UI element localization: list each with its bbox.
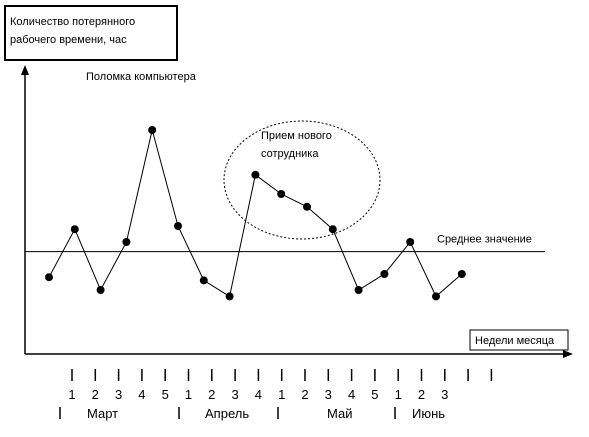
week-label: 2 [301,387,308,402]
x-axis-label-box: Недели месяца [469,329,569,351]
data-point [96,286,105,294]
week-label: 3 [325,387,332,402]
data-point [457,270,466,278]
month-row: Март Апрель Май Июнь [59,406,445,421]
week-label: 4 [348,387,355,402]
y-axis-label-line1: Количество потерянного [10,16,135,28]
x-axis-label: Недели месяца [475,335,555,347]
data-point [199,276,208,285]
week-labels: 1 2 3 4 5 1 2 3 4 1 2 3 4 5 1 2 3 [68,387,448,402]
week-label: 2 [208,387,215,402]
week-label: 3 [231,387,238,402]
week-ticks [71,369,493,381]
month-label: Июнь [412,406,445,421]
data-point [174,222,182,230]
data-point [380,270,389,278]
data-point [328,225,337,234]
annotation-new-employee-line1: Прием нового [261,130,332,142]
y-axis-label-box: Количество потерянного рабочего времени,… [4,5,178,61]
week-label: 3 [115,387,122,402]
week-label: 1 [278,387,285,402]
week-label: 2 [92,387,99,402]
average-label: Среднее значение [437,234,532,246]
annotation-new-employee-line2: сотрудника [261,148,319,160]
data-point [148,126,157,134]
highlight-ellipse [223,120,381,240]
month-label: Май [327,406,352,421]
week-label: 3 [441,387,448,402]
week-label: 1 [185,387,192,402]
y-axis-label-line2: рабочего времени, час [10,34,127,46]
week-label: 4 [138,387,145,402]
week-label: 4 [255,387,262,402]
series-line [48,129,463,298]
data-points [45,126,466,301]
data-point [225,292,234,301]
week-label: 5 [371,387,378,402]
month-label: Апрель [205,406,249,421]
data-point [70,225,79,234]
data-point [122,238,131,246]
week-label: 2 [418,387,425,402]
data-point [45,273,53,282]
week-label: 5 [162,387,169,402]
week-label: 1 [395,387,402,402]
y-axis-arrow-icon [21,65,29,75]
data-point [432,292,440,301]
month-label: Март [87,406,118,421]
data-point [303,202,311,211]
data-point [277,190,286,198]
data-point [251,170,260,179]
week-label: 1 [68,387,75,402]
data-point [406,238,415,246]
annotation-computer-breakdown: Поломка компьютера [86,71,197,83]
data-point [354,286,363,294]
x-axis-arrow-icon [563,350,573,358]
